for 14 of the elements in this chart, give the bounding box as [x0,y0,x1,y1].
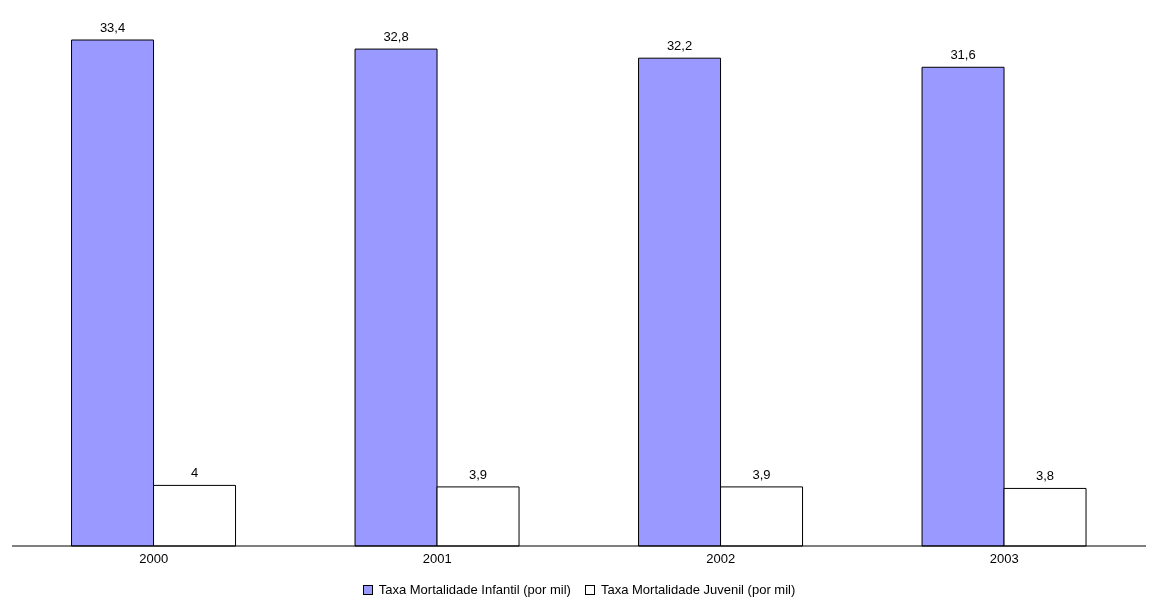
x-tick-label: 2001 [422,551,452,567]
data-label: 32,8 [383,29,409,45]
data-label: 3,9 [752,466,771,482]
data-label: 33,4 [99,20,126,35]
x-tick-label: 2000 [139,551,169,567]
data-label: 3,9 [469,466,488,482]
x-tick-label: 2002 [706,551,736,567]
data-label: 32,2 [666,38,693,54]
data-label: 31,6 [950,47,976,63]
legend-label: Taxa Mortalidade Infantil (por mil) [378,582,571,597]
x-tick-label: 2003 [989,551,1019,567]
data-label: 4 [190,465,199,481]
data-label: 3,8 [1036,468,1055,484]
legend-label: Taxa Mortalidade Juvenil (por mil) [600,582,796,597]
